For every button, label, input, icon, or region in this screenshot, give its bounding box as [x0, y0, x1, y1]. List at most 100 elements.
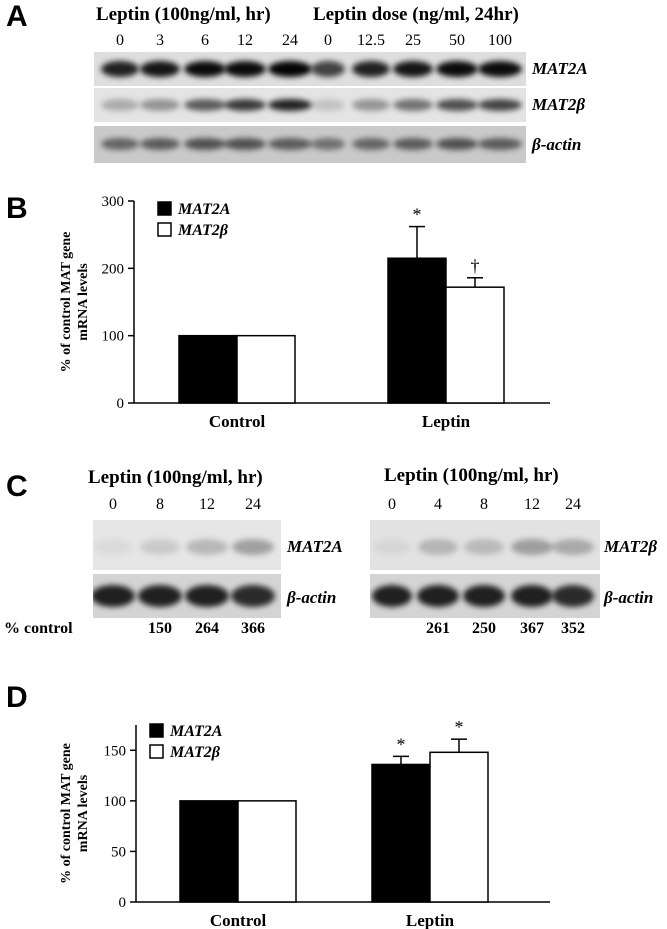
panel-letter-c: C: [6, 470, 28, 503]
y-tick-label: 50: [111, 844, 126, 860]
panel-a-lane-label: 6: [201, 32, 209, 49]
beta-actin-band: [311, 138, 345, 150]
panel-c-left-lane-label: 24: [245, 496, 261, 513]
legend-label: MAT2A: [169, 723, 223, 740]
blot-c-left-beta-actin: [93, 574, 281, 618]
panel-c-left-header: Leptin (100ng/ml, hr): [88, 467, 263, 488]
mat2b-band: [552, 539, 594, 555]
blot-label-c-left-mat2a: MAT2A: [287, 537, 343, 556]
y-tick-label: 0: [119, 895, 127, 911]
panel-c-right-lane-label: 24: [565, 496, 581, 513]
mat2b-band: [224, 99, 266, 111]
panel-a-lane-label: 12: [237, 32, 253, 49]
panel-a-lane-label: 24: [282, 32, 298, 49]
mat2a-band: [311, 61, 345, 77]
bar-control-series-1: [236, 334, 296, 404]
bar-leptin-series-1: [429, 751, 489, 903]
panel-a-time-header: Leptin (100ng/ml, hr): [96, 4, 271, 25]
panel-c-left-lane-label: 0: [109, 496, 117, 513]
mat2b-band: [418, 539, 458, 555]
legend-label: MAT2β: [177, 222, 229, 239]
mat2a-band: [478, 61, 522, 77]
mat2a-band: [436, 61, 478, 77]
mat2a-band: [224, 61, 266, 77]
mat2a-band: [93, 539, 133, 555]
beta-actin-band: [478, 138, 522, 150]
blot-label-a-beta-actin: β-actin: [532, 135, 582, 154]
panel-c-left-lane-label: 8: [156, 496, 164, 513]
mat2b-band: [393, 99, 433, 111]
mat2b-band: [268, 99, 312, 111]
mat2b-band: [101, 99, 139, 111]
blot-c-right-beta-actin: [370, 574, 600, 618]
beta-actin-band: [101, 138, 139, 150]
beta-actin-band: [352, 138, 390, 150]
panel-c-right-lane-label: 4: [434, 496, 442, 513]
panel-a-lane-label: 50: [449, 32, 465, 49]
bar-control-series-0: [179, 800, 239, 903]
y-tick-label: 300: [102, 194, 125, 210]
legend-swatch: [149, 723, 164, 738]
beta-actin-band: [417, 585, 459, 607]
beta-actin-band: [552, 585, 594, 607]
mat2a-band: [101, 61, 139, 77]
mat2a-band: [352, 61, 390, 77]
panel-letter-d: D: [6, 681, 28, 714]
blot-c-left-mat2a: [93, 520, 281, 570]
mat2b-band: [478, 99, 522, 111]
mat2b-band: [140, 99, 180, 111]
category-label-leptin: Leptin: [406, 911, 455, 929]
panel-c-left-percent-value: 150: [148, 620, 172, 637]
bar-leptin-series-0: [387, 257, 447, 404]
bar-control-series-0: [178, 334, 238, 404]
blot-c-right-mat2b: [370, 520, 600, 570]
legend-label: MAT2β: [169, 744, 221, 761]
panel-c-right-lane-label: 12: [524, 496, 540, 513]
panel-a-lane-label: 3: [156, 32, 164, 49]
panel-a-lane-label: 0: [116, 32, 124, 49]
beta-actin-band: [184, 138, 226, 150]
y-tick-label: 100: [104, 794, 127, 810]
blot-a-mat2b: [94, 88, 526, 122]
panel-letter-b: B: [6, 192, 28, 225]
blot-label-c-right-beta-actin: β-actin: [604, 588, 654, 607]
panel-c-left-percent-value: 366: [241, 620, 265, 637]
mat2a-band: [186, 539, 228, 555]
bar-control-series-1: [237, 800, 297, 903]
bar-leptin-series-1: [445, 286, 505, 404]
beta-actin-band: [372, 585, 412, 607]
significance-mark: †: [471, 256, 480, 276]
beta-actin-band: [463, 585, 505, 607]
blot-label-c-right-mat2b: MAT2β: [604, 537, 658, 556]
beta-actin-band: [436, 138, 478, 150]
panel-c-right-header: Leptin (100ng/ml, hr): [384, 465, 559, 486]
beta-actin-band: [140, 138, 180, 150]
mat2a-band: [140, 539, 180, 555]
panel-c-left-percent-value: 264: [195, 620, 219, 637]
chart-d: 0 50 100 150 % of control MAT gene mRNA level…: [59, 717, 550, 929]
y-axis-label: % of control MAT gene mRNA levels: [59, 743, 91, 884]
panel-a-lane-label: 12.5: [357, 32, 385, 49]
category-label-control: Control: [209, 412, 266, 431]
panel-c-right-lane-label: 8: [480, 496, 488, 513]
beta-actin-band: [224, 138, 266, 150]
y-tick-label: 0: [117, 396, 125, 412]
mat2b-band: [373, 539, 411, 555]
bar-leptin-series-0: [371, 763, 431, 903]
chart-b: 0 100 200 300 % of control MAT gene mRNA leve…: [59, 194, 550, 431]
y-tick-label: 150: [104, 743, 127, 759]
panel-a-dose-header: Leptin dose (ng/ml, 24hr): [313, 4, 519, 25]
category-label-leptin: Leptin: [422, 412, 471, 431]
significance-mark: *: [455, 717, 464, 737]
mat2b-band: [311, 99, 345, 111]
mat2a-band: [184, 61, 226, 77]
mat2a-band: [268, 61, 312, 77]
blot-label-c-left-beta-actin: β-actin: [287, 588, 337, 607]
percent-control-label: % control: [4, 620, 73, 637]
panel-letter-a: A: [6, 0, 28, 33]
category-label-control: Control: [210, 911, 267, 929]
blot-label-a-mat2a: MAT2A: [532, 59, 588, 78]
panel-a-lane-label: 25: [405, 32, 421, 49]
blot-a-beta-actin: [94, 126, 526, 163]
legend-swatch: [157, 201, 172, 216]
